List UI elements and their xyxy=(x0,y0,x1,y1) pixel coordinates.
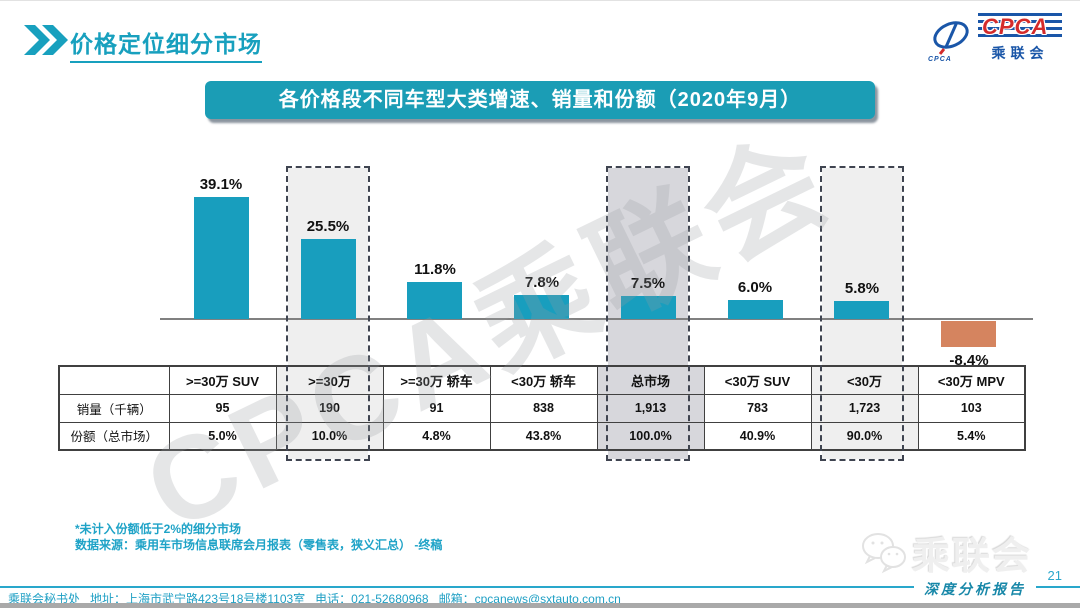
bottom-edge-bar xyxy=(0,603,1080,608)
table-row-header: 销量（千辆） xyxy=(58,393,170,423)
highlight-column-box xyxy=(820,166,904,461)
table-cell: 10.0% xyxy=(275,421,384,451)
bar-value-label: 25.5% xyxy=(306,218,350,235)
table-cell: 838 xyxy=(489,393,598,423)
table-cell: 103 xyxy=(917,393,1026,423)
table-column-header: <30万 MPV xyxy=(917,365,1026,395)
cpca-logo: CPCA CPCA 乘联会 xyxy=(924,13,1062,65)
chart-bar xyxy=(514,295,569,319)
bar-value-label: 7.8% xyxy=(524,274,560,291)
table-column-header: <30万 SUV xyxy=(703,365,812,395)
bar-value-label: 11.8% xyxy=(414,261,456,278)
table-cell: 100.0% xyxy=(596,421,705,451)
table-cell: 95 xyxy=(168,393,277,423)
emblem-caption: CPCA xyxy=(928,56,952,63)
page-title: 价格定位细分市场 xyxy=(70,25,262,63)
table-column-header: >=30万 轿车 xyxy=(382,365,491,395)
page-number: 21 xyxy=(1047,568,1062,583)
report-type-label: 深度分析报告 xyxy=(914,579,1036,599)
chart-title-banner: 各价格段不同车型大类增速、销量和份额（2020年9月） xyxy=(205,81,875,119)
highlight-column-box xyxy=(286,166,370,461)
wechat-icon xyxy=(861,532,906,573)
chart-bar xyxy=(194,197,249,319)
chart-bar xyxy=(941,321,996,347)
table-cell: 90.0% xyxy=(810,421,919,451)
table-corner-cell xyxy=(58,365,170,395)
table-column-header: <30万 轿车 xyxy=(489,365,598,395)
footnotes: *未计入份额低于2%的细分市场 数据来源：乘用车市场信息联席会月报表（零售表，狭… xyxy=(75,521,442,553)
table-cell: 91 xyxy=(382,393,491,423)
double-chevron-icon xyxy=(24,25,68,55)
highlight-column-box xyxy=(606,166,690,461)
table-cell: 1,723 xyxy=(810,393,919,423)
table-column-header: 总市场 xyxy=(596,365,705,395)
logo-chinese-text: 乘联会 xyxy=(991,45,1049,61)
x-axis-line xyxy=(160,318,1033,320)
table-cell: 190 xyxy=(275,393,384,423)
table-column-header: <30万 xyxy=(810,365,919,395)
table-cell: 4.8% xyxy=(382,421,491,451)
logo-stripes: CPCA xyxy=(978,13,1062,41)
diagonal-watermark: CPCA乘联会 xyxy=(126,111,853,557)
bar-value-label: -8.4% xyxy=(949,352,989,369)
bar-value-label: 39.1% xyxy=(199,176,243,193)
chart-bar xyxy=(834,301,889,319)
wechat-watermark: 乘联会 xyxy=(860,525,1032,580)
chart-bar xyxy=(301,239,356,319)
data-table: >=30万 SUV >=30万 >=30万 轿车 <30万 轿车 总市场 <30万 SUV… xyxy=(58,365,1026,451)
footer-divider xyxy=(0,586,1080,588)
chart-bar xyxy=(728,300,783,319)
bar-value-label: 6.0% xyxy=(737,279,773,296)
table-cell: 5.4% xyxy=(917,421,1026,451)
table-column-header: >=30万 xyxy=(275,365,384,395)
table-cell: 40.9% xyxy=(703,421,812,451)
table-row-header: 份额（总市场） xyxy=(58,421,170,451)
wechat-watermark-text: 乘联会 xyxy=(911,536,1032,578)
table-cell: 5.0% xyxy=(168,421,277,451)
table-cell: 1,913 xyxy=(596,393,705,423)
footer-contact: 乘联会秘书处 地址：上海市武宁路423号18号楼1103室 电话：021-526… xyxy=(8,592,621,606)
footnote-line2: 数据来源：乘用车市场信息联席会月报表（零售表，狭义汇总） -终稿 xyxy=(75,538,443,552)
chart-bar xyxy=(621,296,676,319)
bar-value-label: 5.8% xyxy=(844,280,880,297)
chart-bar xyxy=(407,282,462,319)
table-column-header: >=30万 SUV xyxy=(168,365,277,395)
logo-latin-text: CPCA xyxy=(982,14,1049,39)
table-cell: 43.8% xyxy=(489,421,598,451)
cpca-emblem-icon: CPCA xyxy=(924,13,976,65)
footnote-line1: *未计入份额低于2%的细分市场 xyxy=(75,522,242,536)
table-cell: 783 xyxy=(703,393,812,423)
bar-value-label: 7.5% xyxy=(630,275,666,292)
